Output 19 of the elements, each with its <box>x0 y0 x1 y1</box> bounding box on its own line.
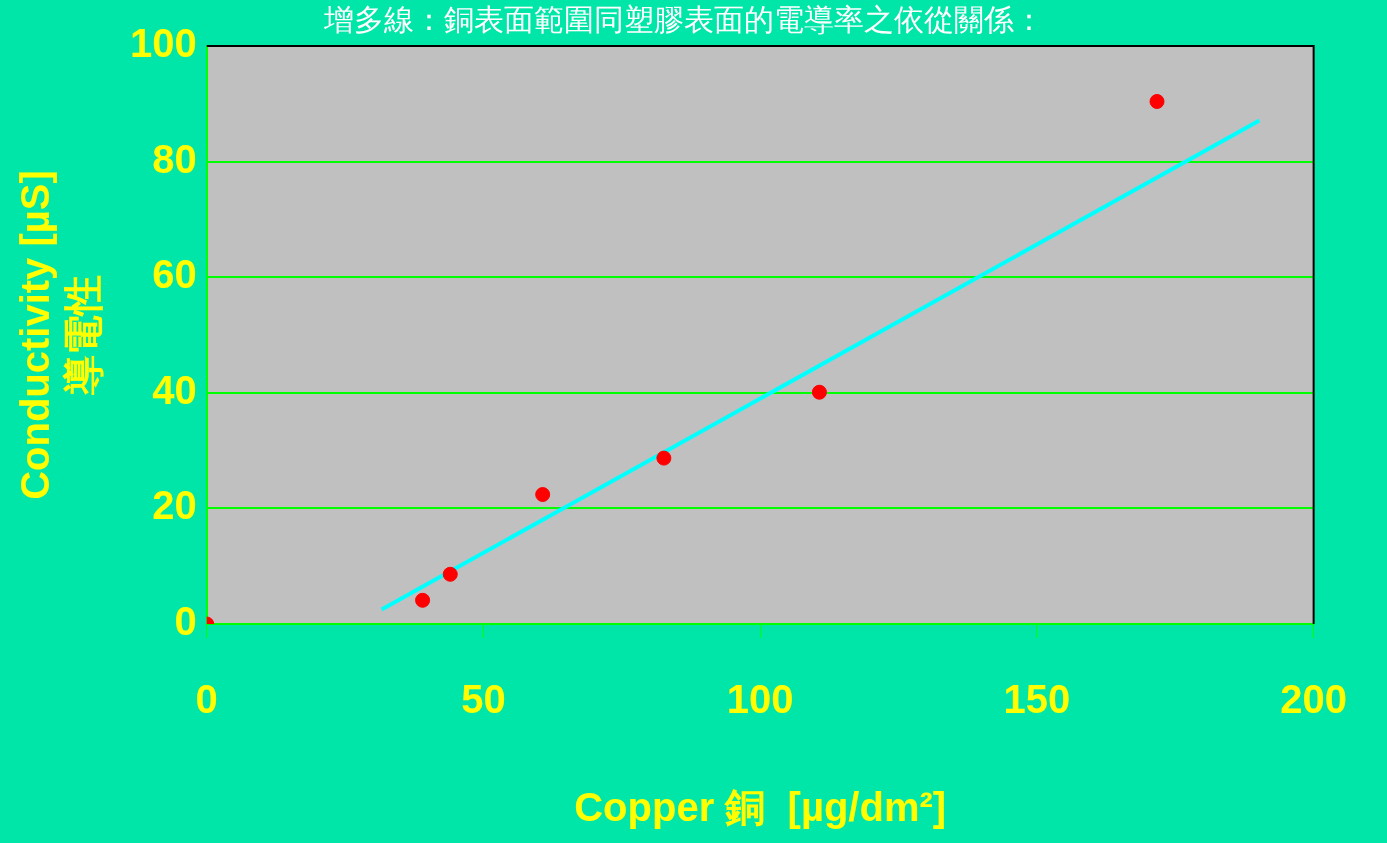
x-tick-label: 200 <box>1280 677 1348 722</box>
chart-title: 增多線：銅表面範圍同塑膠表面的電導率之依從關係： <box>322 1 1044 37</box>
x-tick-label: 100 <box>726 677 794 722</box>
x-axis-title: Copper 銅 [µg/dm²] <box>574 785 947 830</box>
y-axis-title: Conductivity [µS] 導電性 <box>13 170 106 500</box>
point <box>1149 93 1165 109</box>
y-tick-label: 60 <box>152 252 197 297</box>
point <box>442 566 458 582</box>
y-tick-label: 0 <box>174 599 197 644</box>
point <box>811 384 827 400</box>
y-tick-label: 80 <box>152 136 197 181</box>
x-tick-label: 50 <box>461 677 506 722</box>
y-tick-label: 100 <box>129 21 197 66</box>
point <box>535 487 551 503</box>
x-tick-label: 150 <box>1003 677 1071 722</box>
point <box>656 450 672 466</box>
y-tick-label: 40 <box>152 367 197 412</box>
point <box>415 592 431 608</box>
y-tick-label: 20 <box>152 483 197 528</box>
